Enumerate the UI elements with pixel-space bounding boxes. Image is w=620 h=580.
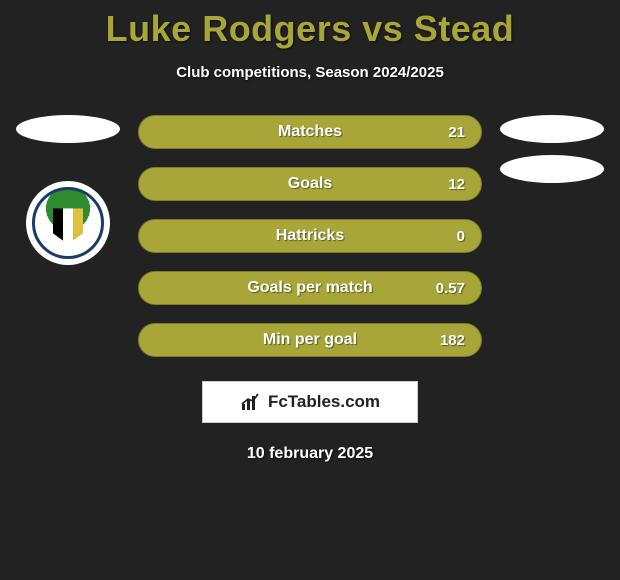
right-player-badge-placeholder (500, 115, 604, 143)
stat-row: Goals per match 0.57 (138, 271, 482, 305)
stats-layout: Matches 21 Goals 12 Hattricks 0 Goals pe… (0, 115, 620, 357)
right-club-badge-placeholder (500, 155, 604, 183)
stats-list: Matches 21 Goals 12 Hattricks 0 Goals pe… (130, 115, 490, 357)
stat-label: Hattricks (276, 227, 344, 245)
stat-value: 182 (440, 332, 465, 349)
left-player-col (6, 115, 130, 357)
stat-label: Goals (288, 175, 332, 193)
stat-row: Min per goal 182 (138, 323, 482, 357)
stat-row: Goals 12 (138, 167, 482, 201)
stat-value: 21 (448, 124, 465, 141)
bar-chart-icon (240, 392, 264, 412)
date-text: 10 february 2025 (0, 445, 620, 463)
stat-label: Goals per match (247, 279, 372, 297)
stat-row: Hattricks 0 (138, 219, 482, 253)
stat-label: Matches (278, 123, 342, 141)
brand-watermark[interactable]: FcTables.com (202, 381, 418, 423)
stat-row: Matches 21 (138, 115, 482, 149)
page-title: Luke Rodgers vs Stead (0, 8, 620, 50)
brand-text: FcTables.com (268, 392, 380, 412)
right-player-col (490, 115, 614, 357)
stat-value: 0.57 (436, 280, 465, 297)
crest-shield-icon (53, 208, 83, 244)
left-player-badge-placeholder (16, 115, 120, 143)
stat-value: 12 (448, 176, 465, 193)
stat-label: Min per goal (263, 331, 357, 349)
stat-value: 0 (457, 228, 465, 245)
comparison-card: Luke Rodgers vs Stead Club competitions,… (0, 0, 620, 463)
page-subtitle: Club competitions, Season 2024/2025 (0, 64, 620, 81)
left-club-crest (26, 181, 110, 265)
crest-ring (32, 187, 104, 259)
